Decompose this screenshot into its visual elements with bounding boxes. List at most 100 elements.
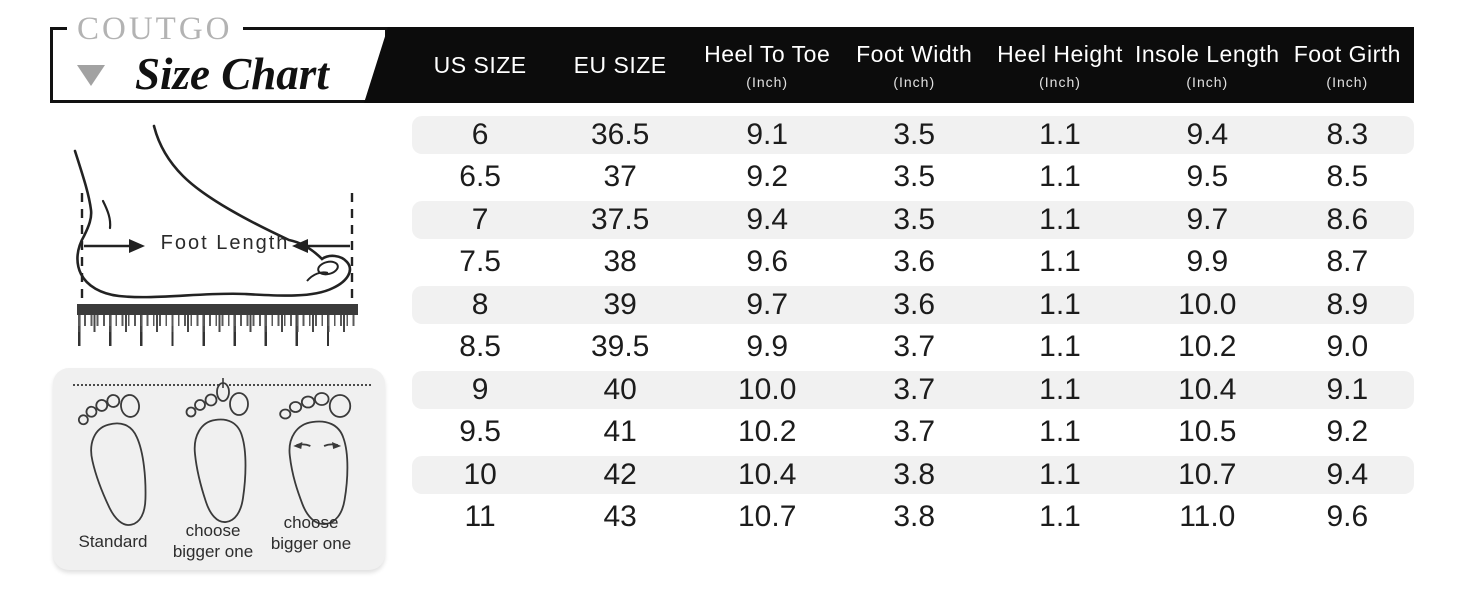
table-row: 9.5 41 10.2 3.7 1.1 10.5 9.2	[412, 413, 1414, 451]
column-label: US SIZE	[433, 51, 527, 78]
table-cell: 3.6	[893, 245, 936, 278]
table-cell: 3.6	[893, 287, 936, 321]
table-cell: 9.7	[1186, 202, 1229, 236]
table-row: 6 36.5 9.1 3.5 1.1 9.4 8.3	[412, 115, 1414, 154]
column-label: Insole Length	[1134, 40, 1280, 67]
table-cell: 10.2	[1178, 330, 1237, 363]
table-cell: 7	[471, 202, 489, 236]
table-cell: 42	[603, 457, 637, 491]
column-unit: (Inch)	[1326, 73, 1369, 90]
table-row: 7.5 38 9.6 3.6 1.1 9.9 8.7	[412, 243, 1414, 281]
table-cell: 7.5	[459, 245, 501, 278]
table-row: 8 39 9.7 3.6 1.1 10.0 8.9	[412, 285, 1414, 324]
size-table-body: 6 36.5 9.1 3.5 1.1 9.4 8.3 6.5 37 9.2 3.5 1.1 9.5 8.5…	[412, 111, 1414, 541]
table-cell: 37.5	[590, 202, 650, 236]
column-unit: (Inch)	[1186, 73, 1229, 90]
table-cell: 8.5	[1326, 160, 1369, 193]
table-cell: 8.9	[1326, 287, 1369, 321]
table-cell: 6	[471, 117, 489, 151]
table-cell: 1.1	[1039, 202, 1081, 236]
table-cell: 41	[603, 415, 637, 448]
table-cell: 9.5	[1186, 160, 1229, 193]
table-cell: 10.7	[738, 500, 797, 533]
table-cell: 10	[463, 457, 497, 491]
table-cell: 11	[464, 500, 496, 533]
column-header-row: US SIZE EU SIZE Heel To Toe (Inch) Foot …	[412, 27, 1414, 103]
table-cell: 3.8	[893, 457, 936, 491]
table-cell: 9.4	[1186, 117, 1229, 151]
table-cell: 3.5	[893, 160, 936, 193]
ruler-ticks	[77, 315, 358, 348]
brand-name: COUTGO	[67, 12, 243, 47]
table-cell: 9.6	[1326, 500, 1369, 533]
table-row: 7 37.5 9.4 3.5 1.1 9.7 8.6	[412, 200, 1414, 239]
triangle-down-icon	[77, 65, 105, 86]
table-cell: 8.7	[1326, 245, 1369, 278]
column-header-us-size: US SIZE	[412, 52, 548, 79]
brand-logo-box: COUTGO Size Chart	[50, 12, 388, 103]
column-header-eu-size: EU SIZE	[548, 52, 692, 79]
table-cell: 39.5	[590, 330, 650, 363]
column-label: Heel Height	[997, 40, 1123, 67]
footprint-label-choose-bigger-2: choose bigger one	[270, 513, 352, 554]
table-cell: 40	[603, 372, 637, 406]
size-table-header: US SIZE EU SIZE Heel To Toe (Inch) Foot …	[364, 27, 1414, 103]
column-label: Heel To Toe	[704, 40, 831, 67]
table-cell: 38	[603, 245, 637, 278]
table-cell: 8.3	[1326, 117, 1369, 151]
footprints-illustration	[77, 378, 385, 526]
table-cell: 3.5	[893, 117, 936, 151]
table-cell: 1.1	[1039, 500, 1081, 533]
page-title: Size Chart	[135, 49, 329, 99]
table-cell: 1.1	[1039, 457, 1081, 491]
table-cell: 1.1	[1039, 160, 1081, 193]
table-cell: 10.4	[1178, 372, 1237, 406]
column-label: Foot Girth	[1293, 40, 1401, 67]
ruler-bar	[77, 304, 358, 315]
table-cell: 10.0	[738, 372, 797, 406]
foot-side-view-illustration	[73, 124, 354, 308]
table-cell: 3.8	[893, 500, 936, 533]
table-cell: 10.4	[738, 457, 797, 491]
table-cell: 10.2	[738, 415, 797, 448]
table-cell: 1.1	[1039, 372, 1081, 406]
table-cell: 9.1	[746, 117, 789, 151]
table-cell: 37	[603, 160, 637, 193]
table-row: 6.5 37 9.2 3.5 1.1 9.5 8.5	[412, 158, 1414, 196]
foot-length-diagram: Foot Length	[55, 118, 365, 308]
footprint-label-standard: Standard	[78, 532, 148, 551]
table-cell: 1.1	[1039, 287, 1081, 321]
table-cell: 10.5	[1178, 415, 1237, 448]
table-cell: 9.2	[746, 160, 789, 193]
table-cell: 8.6	[1326, 202, 1369, 236]
table-cell: 43	[603, 500, 637, 533]
table-cell: 9.5	[459, 415, 501, 448]
table-cell: 39	[603, 287, 637, 321]
column-header-heel-height: Heel Height (Inch)	[986, 41, 1134, 90]
table-cell: 9.6	[746, 245, 789, 278]
table-cell: 9	[471, 372, 489, 406]
table-cell: 3.5	[893, 202, 936, 236]
table-cell: 11.0	[1179, 500, 1236, 533]
table-cell: 9.2	[1326, 415, 1369, 448]
table-cell: 6.5	[459, 160, 501, 193]
ruler-illustration	[77, 304, 358, 348]
table-cell: 10.7	[1178, 457, 1237, 491]
column-header-foot-girth: Foot Girth (Inch)	[1281, 41, 1414, 90]
fit-guide-panel: Standard choose bigger one choose bigger…	[53, 368, 385, 570]
column-header-insole-length: Insole Length (Inch)	[1134, 41, 1281, 90]
table-cell: 3.7	[893, 372, 936, 406]
foot-length-label: Foot Length	[160, 232, 290, 254]
column-unit: (Inch)	[746, 73, 789, 90]
table-cell: 9.9	[746, 330, 789, 363]
table-cell: 3.7	[893, 330, 936, 363]
table-row: 11 43 10.7 3.8 1.1 11.0 9.6	[412, 498, 1414, 536]
table-cell: 9.1	[1326, 372, 1369, 406]
table-cell: 9.4	[1326, 457, 1369, 491]
table-cell: 1.1	[1039, 330, 1081, 363]
table-cell: 9.0	[1326, 330, 1369, 363]
column-unit: (Inch)	[1039, 73, 1081, 90]
table-cell: 36.5	[590, 117, 650, 151]
column-label: EU SIZE	[573, 51, 667, 78]
table-cell: 3.7	[893, 415, 936, 448]
